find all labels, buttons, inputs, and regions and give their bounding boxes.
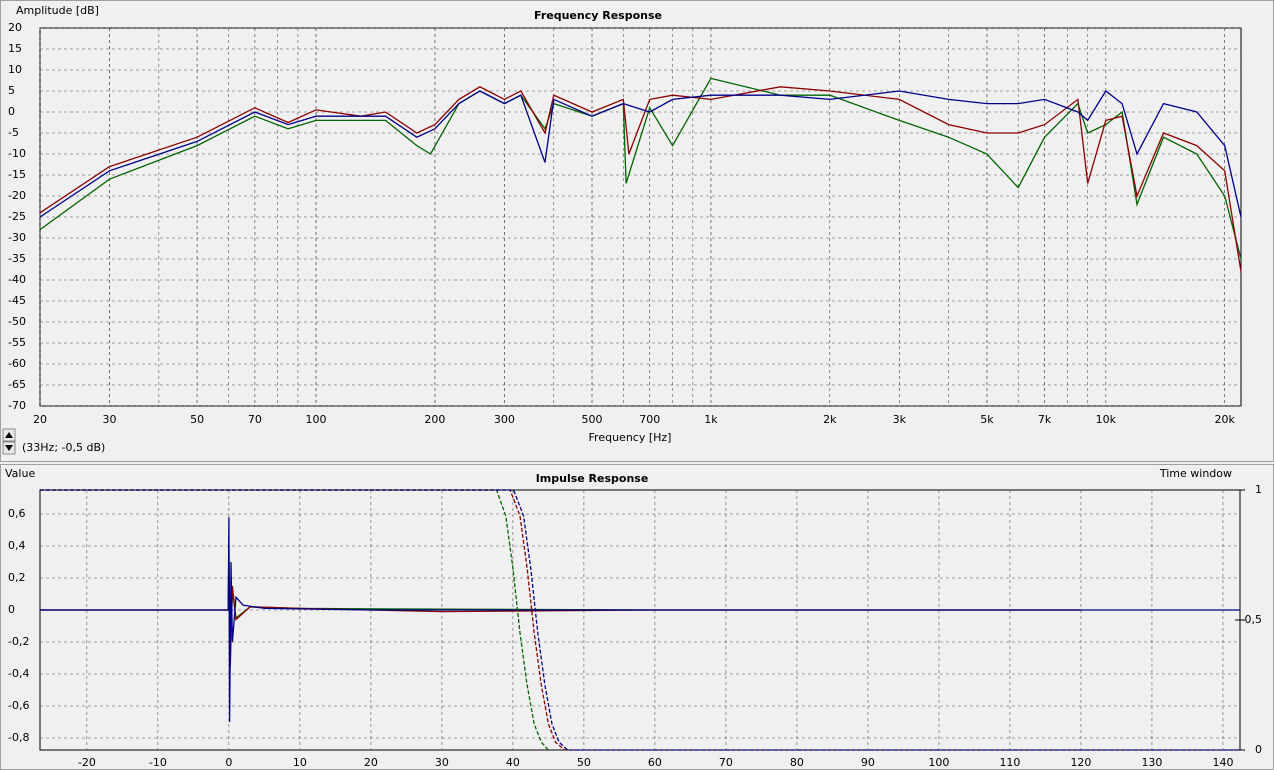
x-tick-label: 0 [225,756,232,769]
x-tick-label: -20 [78,756,96,769]
x-tick-label: 2k [823,413,837,426]
y-tick-label: -0,6 [8,699,29,712]
x-tick-label: 30 [435,756,449,769]
x-tick-label: 60 [648,756,662,769]
x-tick-label: 700 [639,413,660,426]
plot-area [39,489,1241,751]
x-tick-label: 10 [293,756,307,769]
y2-tick-label: 0,5 [1245,613,1263,626]
x-tick-label: 10k [1096,413,1117,426]
x-tick-label: 100 [306,413,327,426]
x-tick-label: 5k [980,413,994,426]
y-tick-label: -40 [8,273,26,286]
y-tick-label: 0 [8,105,15,118]
y-axis-label: Value [5,467,35,480]
series-line [40,489,566,751]
y-tick-label: -35 [8,252,26,265]
up-arrow [5,432,13,438]
x-tick-label: 50 [190,413,204,426]
y-tick-label: 20 [8,21,22,34]
y-tick-label: 15 [8,42,22,55]
y-tick-label: -0,8 [8,731,29,744]
x-tick-label: 3k [893,413,907,426]
y-tick-label: -45 [8,294,26,307]
x-tick-label: 20k [1214,413,1235,426]
x-tick-label: 200 [424,413,445,426]
y-tick-label: -70 [8,399,26,412]
x-tick-label: 100 [928,756,949,769]
y-tick-label: -5 [8,126,19,139]
y-tick-label: -20 [8,189,26,202]
y-tick-label: -55 [8,336,26,349]
y-tick-label: -0,4 [8,667,29,680]
y-tick-label: -65 [8,378,26,391]
down-arrow [5,445,13,451]
y-tick-label: -15 [8,168,26,181]
y-tick-label: -25 [8,210,26,223]
x-tick-label: 1k [704,413,718,426]
x-tick-label: 140 [1212,756,1233,769]
x-tick-label: 40 [506,756,520,769]
x-axis-label: Frequency [Hz] [589,431,672,444]
x-tick-label: 300 [494,413,515,426]
y-tick-label: -50 [8,315,26,328]
y2-tick-label: 0 [1255,743,1262,756]
x-tick-label: 20 [364,756,378,769]
y2-axis-label: Time window [1159,467,1232,480]
chart-title: Impulse Response [536,472,649,485]
chart-title: Frequency Response [534,9,662,22]
y2-tick-label: 1 [1255,483,1262,496]
x-tick-label: 70 [719,756,733,769]
y-tick-label: -0,2 [8,635,29,648]
series-line [39,90,1242,218]
x-tick-label: 110 [999,756,1020,769]
x-tick-label: 120 [1070,756,1091,769]
x-tick-label: 80 [790,756,804,769]
x-tick-label: 70 [248,413,262,426]
x-tick-label: 20 [33,413,47,426]
y-tick-label: 0 [8,603,15,616]
series-line [40,489,1240,751]
x-tick-label: 7k [1038,413,1052,426]
x-tick-label: 130 [1141,756,1162,769]
y-tick-label: 0,2 [8,571,26,584]
series-line [39,77,1242,260]
y-tick-label: 0,6 [8,507,26,520]
y-tick-label: 10 [8,63,22,76]
x-tick-label: 90 [861,756,875,769]
y-tick-label: -10 [8,147,26,160]
x-tick-label: 30 [103,413,117,426]
series-line [40,489,549,751]
y-tick-label: -30 [8,231,26,244]
series-line [40,517,1240,723]
x-tick-label: 50 [577,756,591,769]
series-line [39,86,1242,272]
y-tick-label: 5 [8,84,15,97]
x-tick-label: -10 [149,756,167,769]
cursor-readout: (33Hz; -0,5 dB) [22,441,105,454]
x-tick-label: 500 [582,413,603,426]
y-tick-label: 0,4 [8,539,26,552]
y-axis-label: Amplitude [dB] [16,4,99,17]
y-tick-label: -60 [8,357,26,370]
